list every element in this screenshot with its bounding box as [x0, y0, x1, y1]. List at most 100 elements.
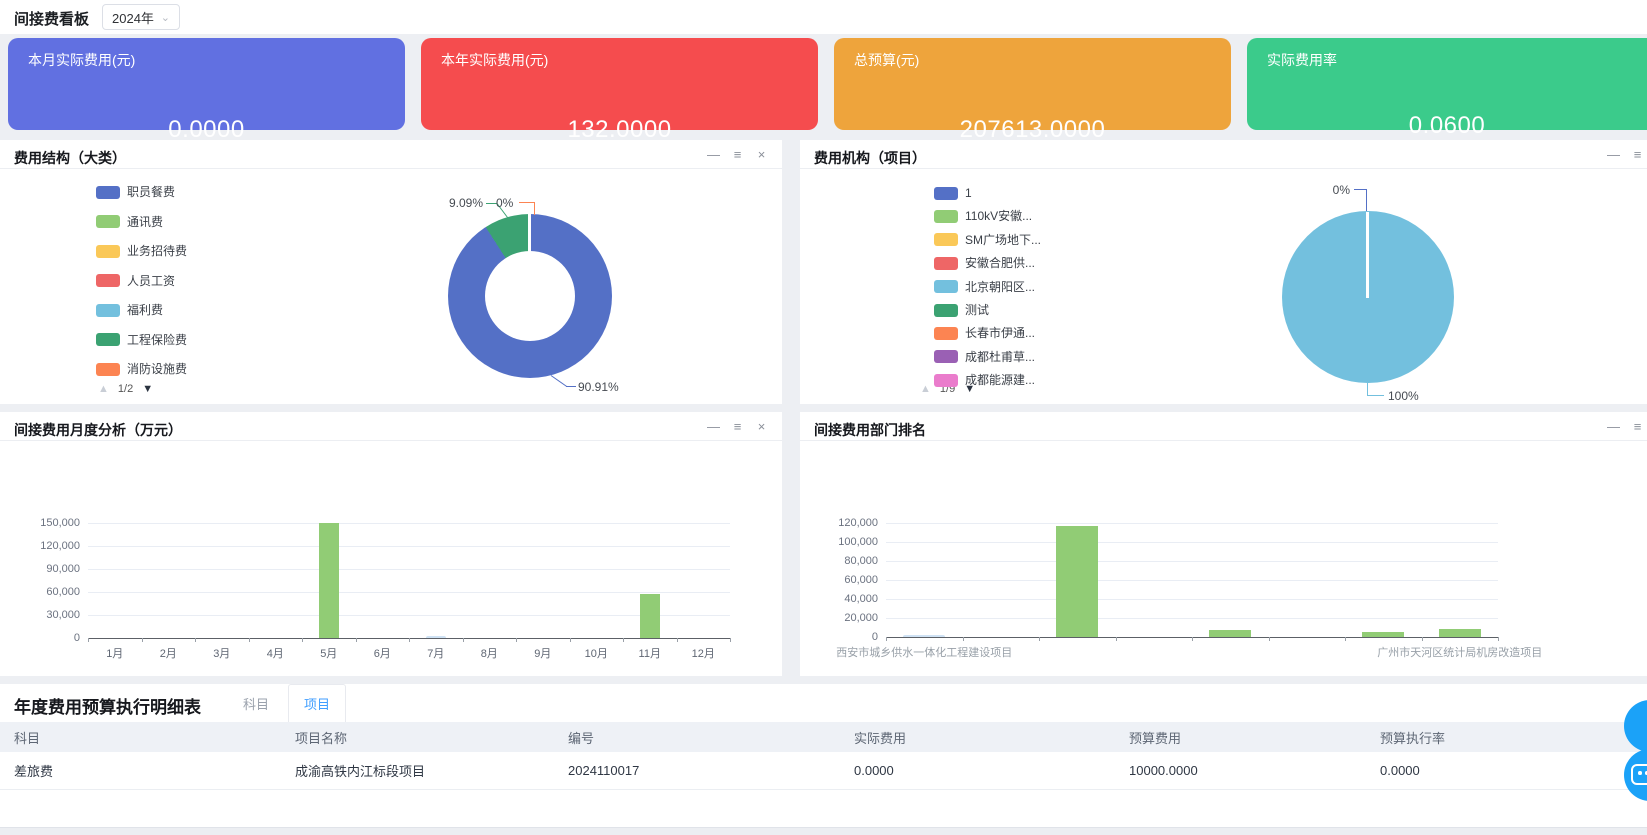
gridline [886, 542, 1498, 543]
legend-item[interactable]: 成都能源建... [934, 373, 1035, 387]
menu-icon[interactable]: ≡ [1633, 419, 1642, 434]
floating-chat-button[interactable] [1624, 749, 1647, 801]
label-line [534, 202, 535, 215]
axis-tick [355, 638, 357, 642]
panel-title: 间接费用部门排名 [814, 422, 926, 438]
legend-item[interactable]: 人员工资 [96, 274, 175, 288]
legend-swatch-icon [96, 333, 120, 346]
minimize-icon[interactable]: — [707, 419, 720, 434]
column-header: 实际费用 [854, 730, 907, 746]
scrollbar-track[interactable] [0, 827, 1647, 835]
axis-tick [730, 638, 731, 642]
legend-item[interactable]: 北京朝阳区... [934, 280, 1035, 294]
menu-icon[interactable]: ≡ [733, 147, 742, 162]
kpi-value: 0.0000 [168, 116, 245, 143]
legend-item[interactable]: 业务招待费 [96, 244, 187, 258]
panel-expense-structure: 费用结构（大类） — ≡ × ▲ 1/2 ▼ 9.09% 0% 90.91% 职… [0, 140, 782, 404]
axis-tick [141, 638, 143, 642]
minimize-icon[interactable]: — [1607, 419, 1620, 434]
legend-swatch-icon [934, 280, 958, 294]
axis-tick [1039, 637, 1040, 641]
floating-service-button[interactable] [1624, 700, 1647, 752]
x-axis-label: 3月 [213, 648, 231, 660]
gridline [886, 618, 1498, 619]
legend-label: 1 [965, 186, 972, 200]
axis-tick [886, 637, 887, 641]
page-up-icon[interactable]: ▲ [920, 383, 931, 395]
x-axis-label: 1月 [106, 648, 124, 660]
legend-item[interactable]: 110kV安徽... [934, 209, 1032, 223]
slice-label: 9.09% [448, 196, 483, 210]
legend-item[interactable]: 通讯费 [96, 215, 163, 229]
legend-swatch-icon [96, 244, 120, 258]
column-header: 编号 [568, 730, 595, 746]
label-line [1367, 383, 1368, 396]
divider [0, 168, 782, 169]
legend-label: 人员工资 [127, 273, 176, 288]
legend-swatch-icon [934, 350, 958, 364]
panel-title: 间接费用月度分析（万元） [14, 422, 182, 438]
donut-hole [485, 251, 575, 341]
table-cell: 2024110017 [568, 763, 640, 778]
top-bar: 间接费看板 2024年 ⌄ [0, 0, 1647, 34]
divider [800, 440, 1647, 441]
budget-detail-table: 年度费用预算执行明细表 科目 项目 科目 项目名称 编号 实际费用 预算费用 预算执行率 … [0, 684, 1647, 834]
legend-item[interactable]: 安徽合肥供... [934, 256, 1035, 270]
legend-swatch-icon [934, 209, 958, 223]
legend-item[interactable]: 消防设施费 [96, 362, 187, 376]
gridline [886, 599, 1498, 600]
tab-subject[interactable]: 科目 [242, 696, 269, 712]
x-axis-label: 10月 [584, 648, 608, 660]
close-icon[interactable]: × [757, 147, 766, 162]
minimize-icon[interactable]: — [707, 147, 720, 162]
column-header: 预算执行率 [1380, 730, 1446, 746]
legend-swatch-icon [934, 326, 958, 340]
tab-project[interactable]: 项目 [288, 684, 346, 722]
panel-title: 费用机构（项目） [814, 150, 926, 166]
divider [0, 440, 782, 441]
axis-tick [623, 638, 624, 642]
page-down-icon[interactable]: ▼ [964, 383, 976, 395]
column-header: 科目 [14, 730, 41, 746]
x-axis-label: 6月 [373, 648, 391, 660]
legend-item[interactable]: 成都杜甫草... [934, 350, 1035, 364]
menu-icon[interactable]: ≡ [733, 419, 742, 434]
table-cell: 0.0000 [854, 763, 894, 778]
legend-item[interactable]: 测试 [934, 303, 989, 317]
legend-item[interactable]: 职员餐费 [96, 185, 175, 199]
x-axis-label: 西安市城乡供水一体化工程建设项目 [836, 647, 1013, 659]
legend-item[interactable]: SM广场地下... [934, 233, 1041, 247]
axis-tick [676, 638, 678, 642]
close-icon[interactable]: × [757, 419, 766, 434]
y-axis-label: 80,000 [844, 555, 878, 567]
panel-expense-org: 费用机构（项目） — ≡ × ▲ 1/9 ▼ 0% 100% 1110kV安徽.… [800, 140, 1647, 404]
x-axis-label: 广州市天河区统计局机房改造项目 [1377, 647, 1543, 659]
bar [318, 523, 339, 638]
label-line [1366, 189, 1367, 211]
label-line [486, 203, 497, 204]
slice-separator [1366, 212, 1369, 298]
minimize-icon[interactable]: — [1607, 147, 1620, 162]
gridline [88, 592, 730, 593]
legend-item[interactable]: 长春市伊通... [934, 326, 1035, 340]
chat-icon-dot [1638, 771, 1642, 775]
menu-icon[interactable]: ≡ [1633, 147, 1642, 162]
axis-tick [1268, 637, 1270, 641]
legend-label: 业务招待费 [127, 244, 188, 258]
legend-label: 长春市伊通... [965, 326, 1036, 341]
kpi-label: 本月实际费用(元) [28, 52, 136, 68]
y-axis-label: 0 [871, 631, 878, 643]
legend-item[interactable]: 1 [934, 186, 972, 200]
x-axis-label: 11月 [638, 648, 661, 660]
divider [800, 168, 1647, 169]
y-axis-label: 60,000 [844, 574, 878, 586]
year-select[interactable]: 2024年 ⌄ [102, 4, 180, 30]
legend-swatch-icon [934, 233, 958, 247]
gridline [88, 569, 730, 570]
legend-item[interactable]: 工程保险费 [96, 333, 187, 347]
page-up-icon[interactable]: ▲ [98, 383, 109, 395]
legend-swatch-icon [96, 215, 120, 228]
legend-item[interactable]: 福利费 [96, 303, 163, 317]
page-down-icon[interactable]: ▼ [142, 383, 154, 395]
axis-tick [1498, 637, 1499, 641]
